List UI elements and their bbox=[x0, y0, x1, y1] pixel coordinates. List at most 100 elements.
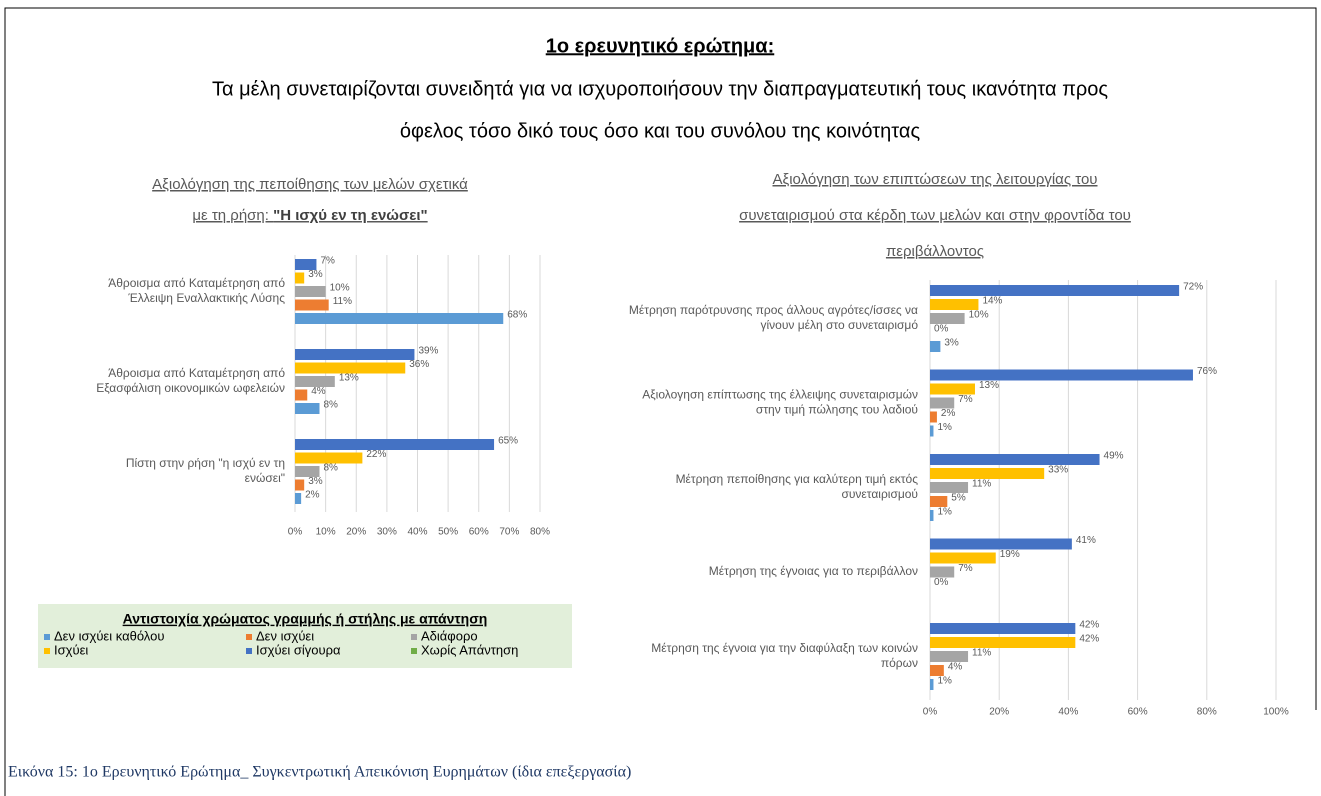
value-label: 1% bbox=[937, 507, 952, 518]
bar bbox=[295, 272, 305, 284]
x-tick-label: 40% bbox=[407, 527, 427, 538]
chart-title-part: Αξιολόγηση της πεποίθησης των μελών σχετ… bbox=[152, 176, 468, 193]
x-tick-label: 70% bbox=[499, 527, 519, 538]
x-tick-label: 80% bbox=[1197, 707, 1217, 718]
bar bbox=[930, 299, 979, 310]
legend-label: Δεν ισχύει bbox=[256, 628, 314, 643]
bar bbox=[930, 538, 1072, 550]
legend-box bbox=[38, 604, 572, 668]
bar bbox=[930, 425, 934, 437]
value-label: 41% bbox=[1076, 535, 1096, 546]
value-label: 8% bbox=[324, 400, 339, 411]
value-label: 49% bbox=[1104, 451, 1124, 462]
chart-title-part: Αξιολόγηση των επιπτώσεων της λειτουργία… bbox=[772, 171, 1097, 188]
x-tick-label: 20% bbox=[346, 527, 366, 538]
bar bbox=[295, 313, 504, 324]
chart-title-part: με τη ρήση: bbox=[192, 207, 273, 224]
value-label: 11% bbox=[972, 479, 991, 490]
chart-title: με τη ρήση: "Η ισχύ εν τη ενώσει" bbox=[192, 207, 427, 224]
bar bbox=[295, 466, 320, 477]
x-tick-label: 30% bbox=[377, 527, 397, 538]
chart-title: συνεταιρισμού στα κέρδη των μελών και στ… bbox=[739, 207, 1131, 224]
category-label: Μέτρηση της έγνοιας για το περιβάλλον bbox=[709, 564, 918, 578]
value-label: 1% bbox=[937, 422, 952, 433]
value-label: 7% bbox=[958, 563, 973, 574]
value-label: 11% bbox=[972, 648, 991, 659]
bar bbox=[295, 376, 335, 387]
legend-swatch bbox=[411, 648, 417, 654]
value-label: 0% bbox=[934, 577, 949, 588]
bar bbox=[295, 286, 326, 297]
category-label: Άθροισμα από Καταμέτρηση από bbox=[108, 366, 285, 380]
value-label: 10% bbox=[969, 310, 989, 321]
value-label: 7% bbox=[320, 256, 335, 267]
legend-swatch bbox=[246, 634, 252, 640]
bar bbox=[930, 510, 934, 521]
x-tick-label: 60% bbox=[1128, 707, 1148, 718]
value-label: 14% bbox=[982, 296, 1002, 307]
category-label: Άθροισμα από Καταμέτρηση από bbox=[108, 276, 285, 290]
category-label: Έλλειψη Εναλλακτικής Λύσης bbox=[127, 291, 285, 305]
value-label: 3% bbox=[308, 476, 323, 487]
chart-title-part: περιβάλλοντος bbox=[886, 243, 984, 260]
bar bbox=[930, 313, 965, 324]
x-tick-label: 60% bbox=[469, 527, 489, 538]
category-label: Μέτρηση παρότρυνσης προς άλλους αγρότες/… bbox=[629, 303, 918, 317]
x-tick-label: 0% bbox=[288, 527, 303, 538]
value-label: 5% bbox=[951, 493, 966, 504]
bar bbox=[930, 411, 937, 423]
value-label: 0% bbox=[934, 324, 949, 335]
category-label: γίνουν μέλη στο συνεταιρισμό bbox=[761, 318, 919, 332]
value-label: 76% bbox=[1197, 366, 1217, 377]
value-label: 13% bbox=[339, 373, 359, 384]
x-tick-label: 40% bbox=[1058, 707, 1078, 718]
bar bbox=[930, 637, 1076, 648]
bar bbox=[930, 482, 969, 493]
x-tick-label: 50% bbox=[438, 527, 458, 538]
bar bbox=[295, 493, 302, 504]
value-label: 68% bbox=[507, 310, 527, 321]
value-label: 42% bbox=[1079, 634, 1099, 645]
bar bbox=[295, 299, 329, 311]
category-label: Εξασφάλιση οικονομικών ωφελειών bbox=[96, 381, 285, 395]
bar bbox=[295, 479, 305, 491]
x-tick-label: 100% bbox=[1263, 707, 1289, 718]
bar bbox=[930, 496, 948, 507]
bar bbox=[930, 623, 1076, 634]
bar bbox=[930, 665, 944, 676]
legend-swatch bbox=[44, 634, 50, 640]
value-label: 22% bbox=[366, 449, 386, 460]
bar bbox=[930, 454, 1100, 465]
legend-label: Ισχύει σίγουρα bbox=[256, 642, 341, 657]
category-label: ενώσει" bbox=[245, 471, 285, 485]
legend-label: Ισχύει bbox=[54, 642, 88, 657]
bar bbox=[930, 552, 996, 564]
bar bbox=[295, 349, 415, 360]
category-label: Μέτρηση της έγνοια για την διαφύλαξη των… bbox=[651, 641, 918, 655]
value-label: 13% bbox=[979, 380, 999, 391]
x-tick-label: 20% bbox=[989, 707, 1009, 718]
bar bbox=[930, 341, 941, 352]
value-label: 65% bbox=[498, 436, 518, 447]
legend-label: Αδιάφορο bbox=[421, 628, 478, 643]
subtitle: Τα μέλη συνεταιρίζονται συνειδητά για να… bbox=[212, 78, 1108, 100]
x-tick-label: 0% bbox=[923, 707, 938, 718]
bar bbox=[930, 397, 955, 409]
category-label: πόρων bbox=[881, 656, 918, 670]
chart-title: Αξιολόγηση της πεποίθησης των μελών σχετ… bbox=[152, 176, 468, 193]
value-label: 10% bbox=[330, 283, 350, 294]
value-label: 36% bbox=[409, 359, 429, 370]
legend-title: Αντιστοιχία χρώματος γραμμής ή στήλης με… bbox=[123, 611, 488, 627]
value-label: 4% bbox=[948, 662, 963, 673]
value-label: 42% bbox=[1079, 620, 1099, 631]
value-label: 39% bbox=[418, 346, 438, 357]
value-label: 72% bbox=[1183, 282, 1203, 293]
bar bbox=[930, 651, 969, 662]
bar bbox=[930, 369, 1193, 381]
header-title: 1ο ερευνητικό ερώτημα: bbox=[546, 35, 775, 57]
category-label: Αξιολογηση επίπτωσης της έλλειψης συνετα… bbox=[642, 388, 918, 402]
value-label: 4% bbox=[311, 386, 326, 397]
category-label: στην τιμή πώλησης του λαδιού bbox=[756, 403, 918, 417]
value-label: 7% bbox=[958, 394, 973, 405]
value-label: 8% bbox=[324, 463, 339, 474]
